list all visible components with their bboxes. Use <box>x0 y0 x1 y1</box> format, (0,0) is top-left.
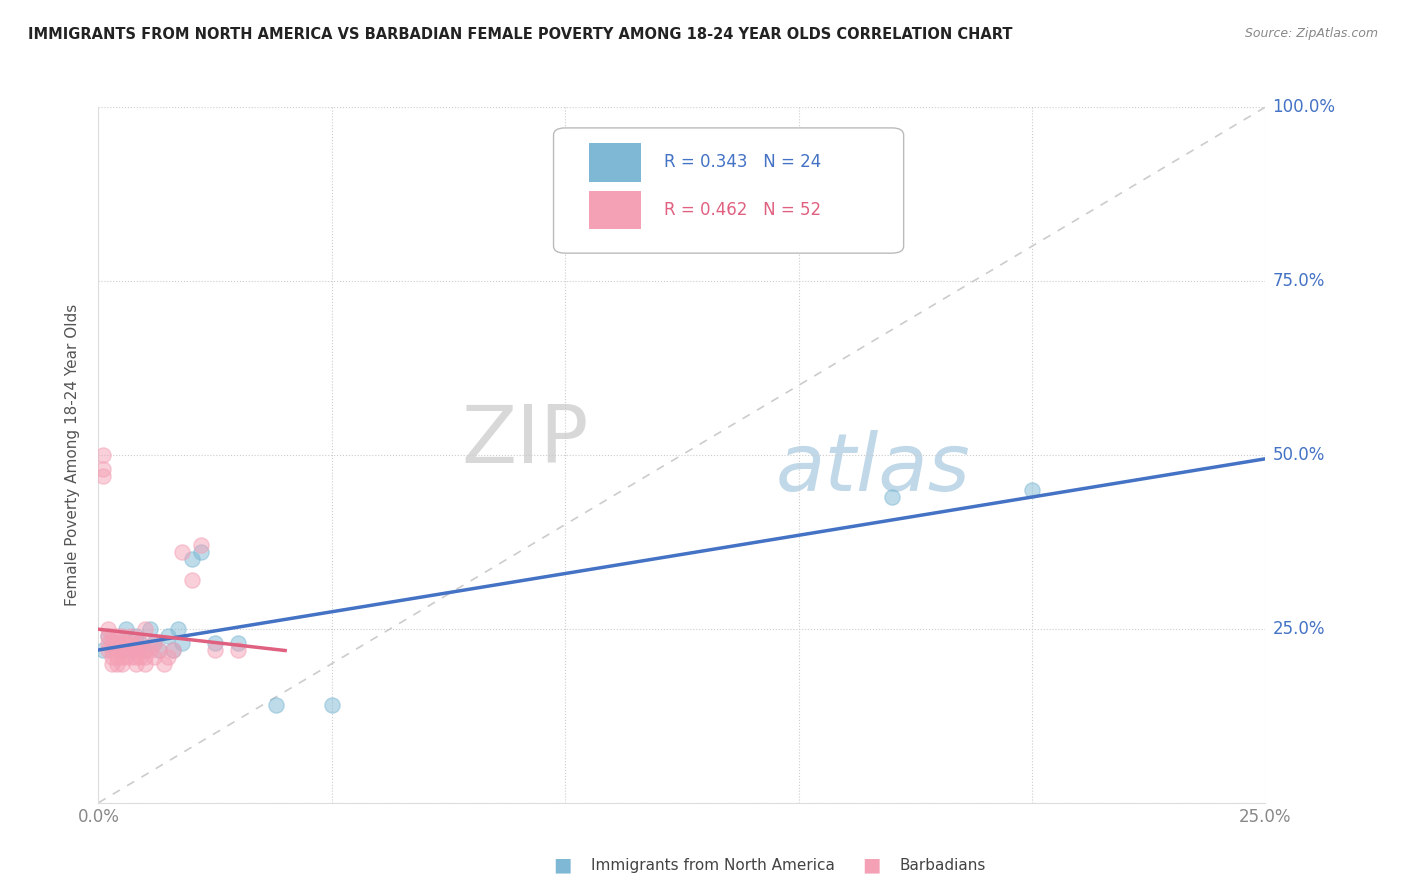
Text: Source: ZipAtlas.com: Source: ZipAtlas.com <box>1244 27 1378 40</box>
Point <box>172 545 194 559</box>
FancyBboxPatch shape <box>589 144 641 182</box>
Point <box>115 642 138 657</box>
Point <box>115 636 138 650</box>
Point <box>91 462 114 476</box>
Text: Immigrants from North America: Immigrants from North America <box>591 858 834 872</box>
Point <box>115 649 138 664</box>
Point <box>180 573 202 587</box>
Point <box>97 629 120 643</box>
Point <box>97 622 120 636</box>
Point <box>134 649 156 664</box>
Point <box>120 629 142 643</box>
Point <box>101 649 124 664</box>
Point <box>129 642 152 657</box>
Point <box>120 649 142 664</box>
Point <box>115 622 138 636</box>
Text: ZIP: ZIP <box>461 402 589 480</box>
Point <box>143 636 166 650</box>
Text: R = 0.343   N = 24: R = 0.343 N = 24 <box>665 153 821 171</box>
Point <box>134 642 156 657</box>
Point <box>111 642 134 657</box>
Text: 75.0%: 75.0% <box>1272 272 1324 290</box>
Point <box>125 657 148 671</box>
Point <box>190 545 212 559</box>
Point <box>97 636 120 650</box>
Point <box>139 642 162 657</box>
Point <box>105 629 128 643</box>
Point <box>111 649 134 664</box>
Point <box>148 642 170 657</box>
Point <box>264 698 287 713</box>
Point <box>129 649 152 664</box>
Point <box>152 657 174 671</box>
Point <box>105 636 128 650</box>
Point <box>125 649 148 664</box>
Point <box>105 642 128 657</box>
Point <box>228 642 250 657</box>
Point <box>120 636 142 650</box>
Text: ■: ■ <box>553 855 572 875</box>
Text: ■: ■ <box>862 855 882 875</box>
Point <box>105 657 128 671</box>
Point <box>111 636 134 650</box>
Point <box>880 490 903 504</box>
Point <box>111 629 134 643</box>
Point <box>101 629 124 643</box>
Point <box>190 538 212 552</box>
Point <box>111 642 134 657</box>
Point <box>91 642 114 657</box>
Point <box>129 636 152 650</box>
FancyBboxPatch shape <box>554 128 904 253</box>
Text: 50.0%: 50.0% <box>1272 446 1324 464</box>
Point <box>157 649 180 664</box>
Point <box>143 649 166 664</box>
Text: Barbadians: Barbadians <box>900 858 986 872</box>
Point <box>134 657 156 671</box>
Point <box>134 642 156 657</box>
Point <box>105 636 128 650</box>
Point <box>134 622 156 636</box>
Point <box>111 657 134 671</box>
Point <box>105 649 128 664</box>
Point <box>125 642 148 657</box>
Point <box>91 448 114 462</box>
Point <box>129 636 152 650</box>
Text: R = 0.462   N = 52: R = 0.462 N = 52 <box>665 202 821 219</box>
Point <box>172 636 194 650</box>
Point <box>143 636 166 650</box>
Point <box>180 552 202 566</box>
Text: 100.0%: 100.0% <box>1272 98 1336 116</box>
Point <box>101 636 124 650</box>
Text: IMMIGRANTS FROM NORTH AMERICA VS BARBADIAN FEMALE POVERTY AMONG 18-24 YEAR OLDS : IMMIGRANTS FROM NORTH AMERICA VS BARBADI… <box>28 27 1012 42</box>
Point <box>125 636 148 650</box>
Text: atlas: atlas <box>775 430 970 508</box>
Point <box>139 622 162 636</box>
Point <box>1021 483 1043 497</box>
Point <box>97 629 120 643</box>
Point <box>125 629 148 643</box>
Point <box>120 642 142 657</box>
Point <box>111 642 134 657</box>
Point <box>101 657 124 671</box>
Point <box>204 636 226 650</box>
Text: 25.0%: 25.0% <box>1272 620 1324 638</box>
Point <box>148 642 170 657</box>
Point <box>166 622 188 636</box>
Point <box>157 629 180 643</box>
FancyBboxPatch shape <box>589 191 641 229</box>
Point <box>228 636 250 650</box>
Point <box>97 642 120 657</box>
Point <box>162 642 184 657</box>
Point <box>204 642 226 657</box>
Point <box>162 642 184 657</box>
Point <box>321 698 343 713</box>
Point <box>101 642 124 657</box>
Y-axis label: Female Poverty Among 18-24 Year Olds: Female Poverty Among 18-24 Year Olds <box>65 304 80 606</box>
Point <box>91 468 114 483</box>
